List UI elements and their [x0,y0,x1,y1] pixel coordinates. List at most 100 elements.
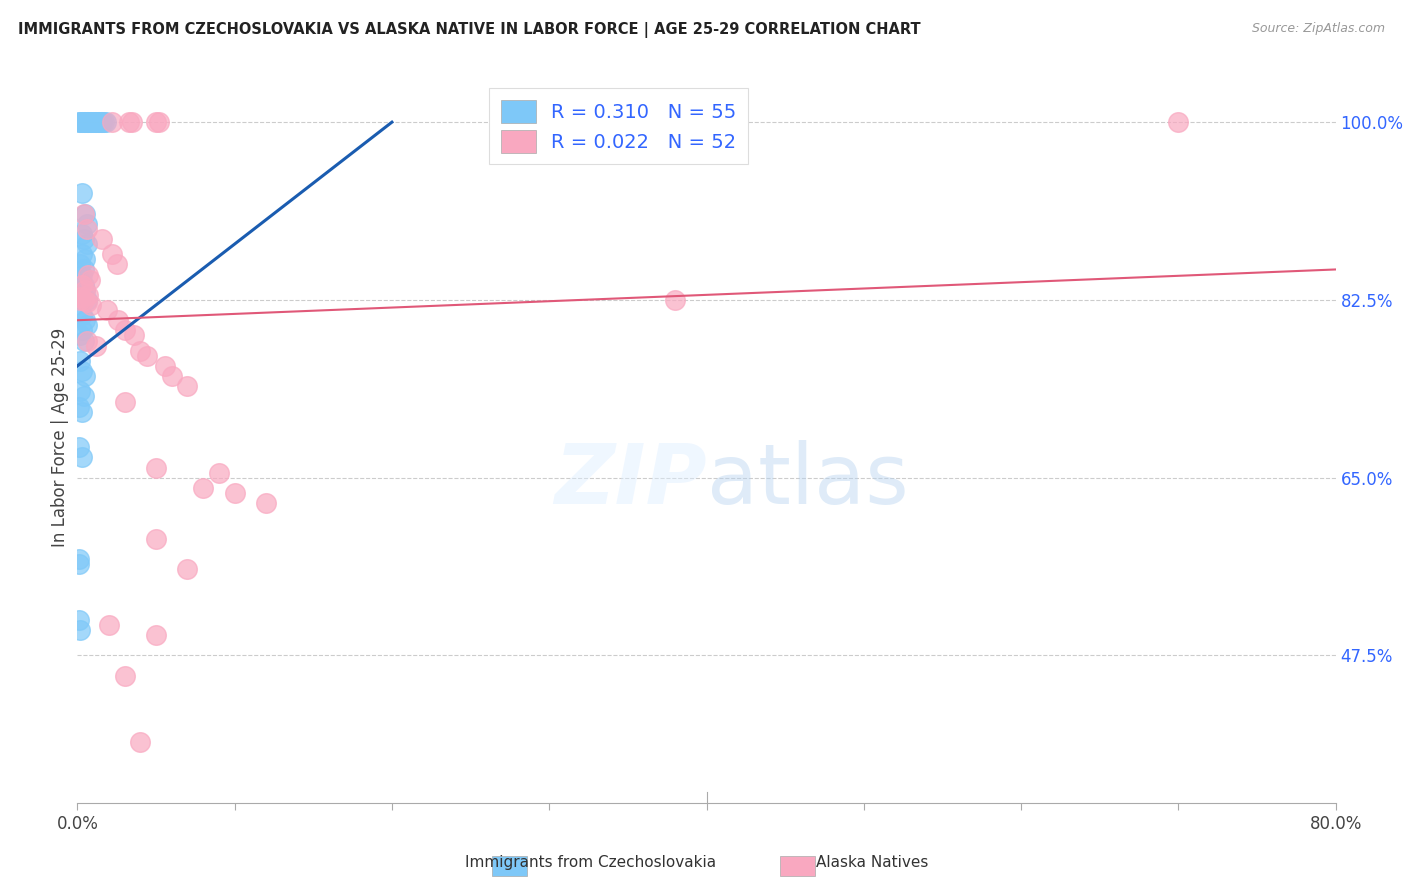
Text: Source: ZipAtlas.com: Source: ZipAtlas.com [1251,22,1385,36]
Point [76,237,98,252]
Point [107,313,129,327]
Point [67,440,90,454]
Point [145,532,167,546]
Point [145,628,167,642]
Point [69,623,91,637]
Point [69,257,91,271]
Point [155,359,177,373]
Point [70,247,93,261]
Point [89,115,111,129]
Point [105,257,128,271]
Point [69,288,91,302]
Legend: R = 0.310   N = 55, R = 0.022   N = 52: R = 0.310 N = 55, R = 0.022 N = 52 [489,88,748,164]
Point [75,206,97,220]
Point [70,268,93,282]
Point [72,389,94,403]
Point [69,115,91,129]
Point [72,277,94,292]
Point [77,288,100,302]
Point [97,618,120,632]
Point [70,323,93,337]
Point [70,277,93,292]
Point [76,318,98,333]
Point [1167,115,1189,129]
Point [101,247,124,261]
Point [72,206,94,220]
Point [135,349,157,363]
Point [72,334,94,348]
Text: atlas: atlas [707,441,908,522]
Point [129,343,152,358]
Point [118,115,141,129]
Text: Alaska Natives: Alaska Natives [815,855,928,870]
Point [69,328,91,343]
Point [77,268,100,282]
Point [114,394,136,409]
Point [91,115,114,129]
Point [83,115,105,129]
Point [75,313,97,327]
Point [84,339,107,353]
Point [76,295,98,310]
Point [76,293,98,307]
Point [69,272,91,286]
Point [67,552,90,566]
Point [67,115,90,129]
Point [70,405,93,419]
Point [69,354,91,368]
Point [70,115,93,129]
Point [69,293,91,307]
Point [101,115,124,129]
Point [79,272,101,286]
Point [84,115,107,129]
Point [70,450,93,465]
Point [70,186,93,201]
Point [82,115,104,129]
Point [160,369,183,384]
Point [76,222,98,236]
Point [254,496,277,510]
Point [70,364,93,378]
Point [69,290,91,304]
Point [75,252,97,267]
Point [67,400,90,414]
Point [79,115,101,129]
Point [75,369,97,384]
Point [70,227,93,241]
Text: IMMIGRANTS FROM CZECHOSLOVAKIA VS ALASKA NATIVE IN LABOR FORCE | AGE 25-29 CORRE: IMMIGRANTS FROM CZECHOSLOVAKIA VS ALASKA… [18,22,921,38]
Point [80,115,103,129]
Point [121,115,143,129]
Point [114,669,136,683]
Point [145,460,167,475]
Point [224,486,246,500]
Point [72,293,94,307]
Point [93,115,115,129]
Point [70,290,93,304]
Point [96,303,118,318]
Point [72,232,94,246]
Point [208,466,231,480]
Point [67,613,90,627]
Point [76,334,98,348]
Text: ZIP: ZIP [554,441,707,522]
Y-axis label: In Labor Force | Age 25-29: In Labor Force | Age 25-29 [51,327,69,547]
Point [191,481,215,495]
Point [70,308,93,322]
Point [77,115,100,129]
Point [76,115,98,129]
Point [75,283,97,297]
Point [148,115,170,129]
Point [664,293,686,307]
Point [76,217,98,231]
Point [94,115,117,129]
Point [72,115,94,129]
Text: Immigrants from Czechoslovakia: Immigrants from Czechoslovakia [465,855,716,870]
Point [67,303,90,318]
Point [129,735,152,749]
Point [90,115,112,129]
Point [72,262,94,277]
Point [87,115,110,129]
Point [69,384,91,399]
Point [114,323,136,337]
Point [67,557,90,571]
